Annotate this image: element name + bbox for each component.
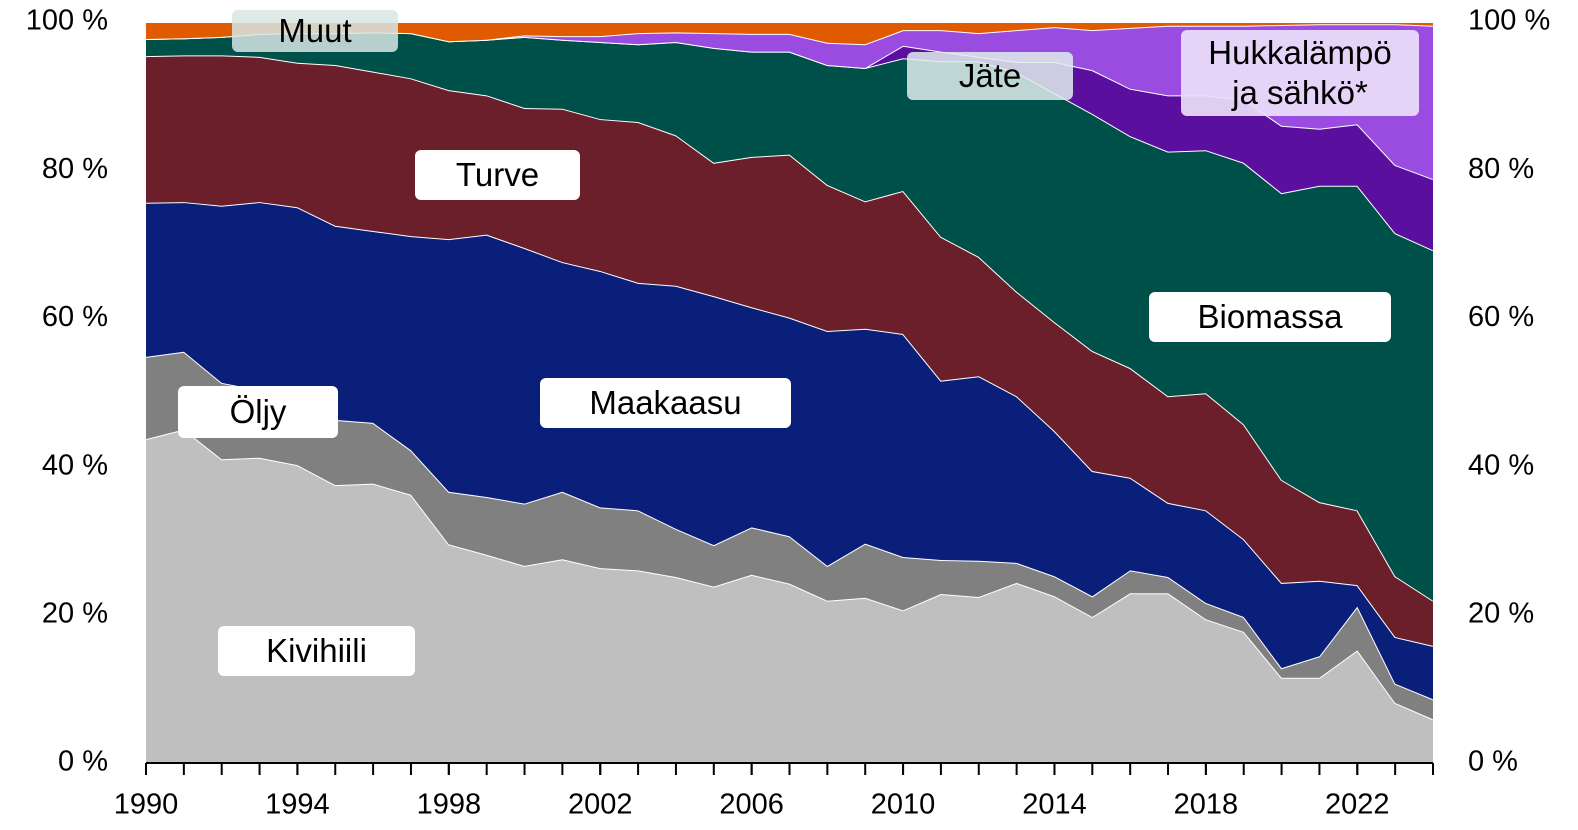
x-tick-label: 2018 (1174, 789, 1239, 821)
area (146, 22, 1433, 45)
y2-tick-label: 40 % (1468, 449, 1534, 481)
area (146, 55, 1433, 646)
y2-tick-label: 100 % (1468, 5, 1550, 37)
area (146, 32, 1433, 601)
area (146, 24, 1433, 180)
series-label: Maakaasu (540, 378, 791, 428)
area (146, 202, 1433, 700)
y-tick-label: 0 % (58, 746, 108, 778)
y-tick-label: 20 % (42, 597, 108, 629)
x-tick-label: 2014 (1022, 789, 1087, 821)
y-tick-label: 80 % (42, 153, 108, 185)
y2-tick-label: 0 % (1468, 746, 1518, 778)
series-label: Jäte (907, 52, 1073, 100)
x-tick-label: 1998 (417, 789, 482, 821)
series-label: Muut (232, 10, 398, 52)
x-tick-label: 1990 (114, 789, 179, 821)
x-tick-label: 2006 (719, 789, 784, 821)
y-tick-label: 40 % (42, 449, 108, 481)
x-tick-label: 2010 (871, 789, 936, 821)
series-label: Turve (415, 150, 580, 200)
y2-tick-label: 20 % (1468, 597, 1534, 629)
series-label: Kivihiili (218, 626, 415, 676)
y-tick-label: 60 % (42, 301, 108, 333)
x-tick-label: 2002 (568, 789, 633, 821)
series-label: Hukkalämpö ja sähkö* (1181, 30, 1419, 116)
y2-tick-label: 80 % (1468, 153, 1534, 185)
y2-tick-label: 60 % (1468, 301, 1534, 333)
x-tick-label: 2022 (1325, 789, 1390, 821)
series-label: Biomassa (1149, 292, 1391, 342)
area (146, 429, 1433, 763)
y-tick-label: 100 % (26, 5, 108, 37)
series-label: Öljy (178, 386, 338, 438)
x-tick-label: 1994 (265, 789, 330, 821)
area (146, 32, 1433, 251)
